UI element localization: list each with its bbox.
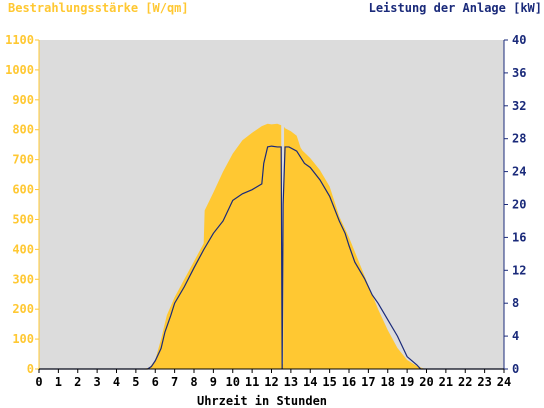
right-tick-label: 20	[512, 198, 526, 212]
series-irradiance-area	[39, 123, 504, 369]
x-tick-label: 13	[284, 375, 298, 389]
right-tick-label: 24	[512, 165, 526, 179]
left-tick-label: 700	[12, 153, 34, 167]
x-axis-title: Uhrzeit in Stunden	[197, 394, 327, 408]
left-tick-label: 900	[12, 93, 34, 107]
x-tick-label: 12	[264, 375, 278, 389]
x-tick-label: 15	[322, 375, 336, 389]
x-tick-label: 18	[381, 375, 395, 389]
right-tick-labels: 0 4 8 12 16 20 24 28 32 36 40	[504, 33, 526, 376]
x-tick-label: 21	[439, 375, 453, 389]
left-tick-label: 0	[27, 362, 34, 376]
left-tick-label: 500	[12, 212, 34, 226]
right-axis-title: Leistung der Anlage [kW]	[369, 1, 542, 15]
x-tick-label: 14	[303, 375, 317, 389]
x-tick-label: 6	[152, 375, 159, 389]
x-tick-label: 22	[458, 375, 472, 389]
right-tick-label: 16	[512, 230, 526, 244]
x-tick-label: 16	[342, 375, 356, 389]
left-tick-label: 200	[12, 302, 34, 316]
x-tick-label: 7	[171, 375, 178, 389]
right-tick-label: 32	[512, 99, 526, 113]
x-tick-label: 11	[245, 375, 259, 389]
x-tick-label: 17	[361, 375, 375, 389]
right-tick-label: 8	[512, 296, 519, 310]
left-tick-label: 600	[12, 183, 34, 197]
x-tick-label: 4	[113, 375, 120, 389]
x-tick-labels: 0 1 2 3 4 5 6 7 8 9 10 11 12 13 14 15 16 17 18 19 20 21 22 23 24	[35, 369, 511, 389]
left-tick-label: 300	[12, 272, 34, 286]
left-tick-label: 800	[12, 123, 34, 137]
left-axis-title: Bestrahlungsstärke [W/qm]	[8, 1, 189, 15]
x-tick-label: 0	[35, 375, 42, 389]
x-tick-label: 2	[74, 375, 81, 389]
left-tick-labels: 0 100 200 300 400 500 600 700 800 900 1000 1100	[5, 33, 39, 376]
x-tick-label: 23	[477, 375, 491, 389]
x-tick-label: 5	[132, 375, 139, 389]
x-tick-label: 9	[210, 375, 217, 389]
x-tick-label: 3	[94, 375, 101, 389]
x-tick-label: 20	[419, 375, 433, 389]
right-tick-label: 28	[512, 132, 526, 146]
x-tick-label: 10	[226, 375, 240, 389]
left-tick-label: 400	[12, 242, 34, 256]
right-tick-label: 12	[512, 263, 526, 277]
right-tick-label: 36	[512, 66, 526, 80]
right-tick-label: 4	[512, 329, 519, 343]
x-tick-label: 1	[55, 375, 62, 389]
right-tick-label: 0	[512, 362, 519, 376]
left-tick-label: 100	[12, 332, 34, 346]
x-tick-label: 8	[190, 375, 197, 389]
left-tick-label: 1000	[5, 63, 34, 77]
right-tick-label: 40	[512, 33, 526, 47]
left-tick-label: 1100	[5, 33, 34, 47]
x-tick-label: 24	[497, 375, 511, 389]
x-tick-label: 19	[400, 375, 414, 389]
